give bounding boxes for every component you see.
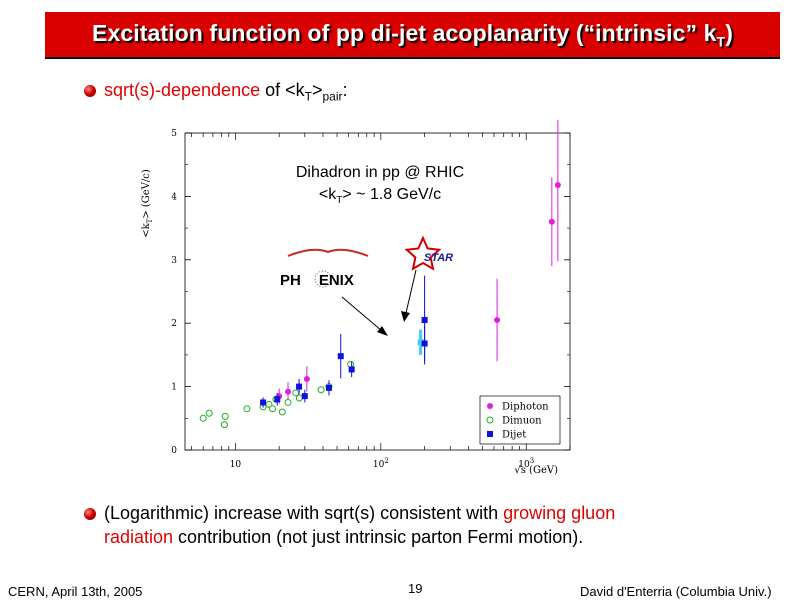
dimuon-data-point xyxy=(278,408,286,416)
legend-dijet-marker xyxy=(487,431,493,437)
chart-legend: Diphoton Dimuon Dijet xyxy=(479,395,561,445)
diphoton-data-point xyxy=(554,181,561,188)
x-axis-label: √s (GeV) xyxy=(514,465,558,476)
legend-dimuon-marker xyxy=(486,416,494,424)
slide-title-bar: Excitation function of pp di-jet acoplan… xyxy=(45,12,780,59)
legend-label: Dijet xyxy=(502,430,526,441)
bullet-2-text: (Logarithmic) increase with sqrt(s) cons… xyxy=(104,503,616,547)
diphoton-data-point xyxy=(548,218,555,225)
legend-diphoton-marker xyxy=(487,403,493,409)
phenix-logo: PH ENIX xyxy=(280,248,369,289)
x-tick-label: 102 xyxy=(373,457,389,470)
slide-number: 19 xyxy=(408,581,423,596)
dijet-data-point xyxy=(325,384,332,391)
y-tick-label: 0 xyxy=(171,446,177,456)
star-logo: STAR xyxy=(404,235,453,271)
phenix-arrow xyxy=(341,296,383,332)
y-tick-label: 3 xyxy=(171,256,177,266)
dijet-data-point xyxy=(301,393,308,400)
bullet-icon xyxy=(84,508,96,520)
x-tick-label: 10 xyxy=(230,460,242,470)
phenix-sun-icon xyxy=(314,270,332,288)
chart-svg: 0 1 2 3 4 5 10 102 103√s (GeV) <kT> (GeV/c) Dihadr… xyxy=(141,108,571,476)
dimuon-data-point xyxy=(317,386,325,394)
star-icon xyxy=(404,235,442,271)
dijet-data-point xyxy=(296,383,303,390)
dimuon-data-point xyxy=(269,405,277,413)
dijet-data-point xyxy=(421,317,428,324)
star-arrow xyxy=(405,269,417,314)
phenix-wing xyxy=(287,248,369,257)
diphoton-data-point xyxy=(494,317,501,324)
dimuon-data-point xyxy=(199,414,207,422)
star-logo-text: STAR xyxy=(424,252,453,264)
bullet-1-text: sqrt(s)-dependence of <kT>pair: xyxy=(104,80,348,104)
dimuon-data-point xyxy=(243,405,251,413)
y-tick-label: 1 xyxy=(171,383,177,393)
dijet-data-point xyxy=(260,399,267,406)
phenix-logo-text: PH ENIX xyxy=(280,272,354,289)
y-tick-label: 5 xyxy=(171,129,177,139)
y-tick-label: 4 xyxy=(171,192,177,202)
star-arrow-head xyxy=(401,311,410,322)
y-axis-label: <kT> (GeV/c) xyxy=(141,169,154,238)
legend-label: Dimuon xyxy=(502,416,542,427)
dimuon-data-point xyxy=(220,421,228,429)
footer-author: David d'Enterria (Columbia Univ.) xyxy=(580,584,772,599)
footer-venue-date: CERN, April 13th, 2005 xyxy=(8,584,143,599)
kt-excitation-chart: 0 1 2 3 4 5 10 102 103 √s (GeV) <kT> (GeV/c) Dihadr… xyxy=(130,108,580,480)
slide-title: Excitation function of pp di-jet acoplan… xyxy=(92,19,733,50)
dimuon-data-point xyxy=(295,394,303,402)
dijet-data-point xyxy=(274,396,281,403)
x-tick-label: 103 xyxy=(518,457,534,470)
legend-label: Diphoton xyxy=(502,402,549,413)
diphoton-data-point xyxy=(285,388,292,395)
phenix-data-point xyxy=(417,339,424,346)
bullet-icon xyxy=(84,85,96,97)
annotation-line-1: Dihadron in pp @ RHIC xyxy=(296,164,464,181)
dimuon-data-point xyxy=(221,412,229,420)
diphoton-data-point xyxy=(303,375,310,382)
dimuon-data-point xyxy=(284,398,292,406)
dijet-data-point xyxy=(348,366,355,373)
y-tick-label: 2 xyxy=(171,319,177,329)
annotation-line-2: <kT> ~ 1.8 GeV/c xyxy=(319,186,441,206)
dimuon-data-point xyxy=(205,409,213,417)
dijet-data-point xyxy=(337,353,344,360)
phenix-arrow-head xyxy=(377,326,388,336)
